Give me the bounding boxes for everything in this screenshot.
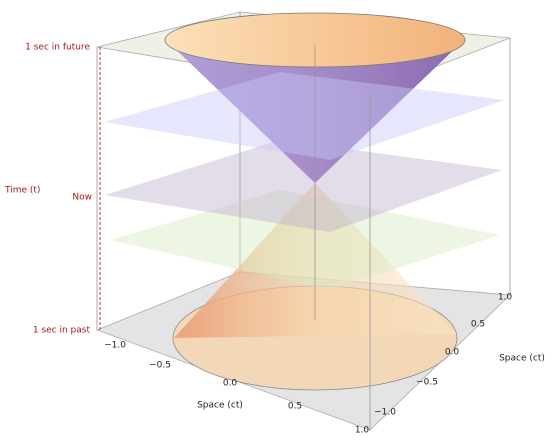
tick-label: 1 sec in past — [33, 326, 91, 336]
tick-label: 1.0 — [355, 426, 370, 436]
tick-label: 0.5 — [288, 402, 302, 412]
axis-label: Space (ct) — [499, 354, 545, 364]
tick-label: −0.5 — [416, 378, 438, 388]
tick-label: −1.0 — [104, 341, 126, 351]
tick-label: 0.0 — [445, 348, 460, 358]
axis-label: Space (ct) — [197, 401, 243, 411]
plane-past — [110, 190, 500, 290]
tick-label: 0.5 — [471, 320, 485, 330]
tick-label: Now — [72, 193, 92, 203]
tick-label: −0.5 — [149, 361, 171, 371]
tick-label: 1.0 — [498, 293, 513, 303]
box-front — [96, 38, 511, 430]
tick-label: −1.0 — [374, 408, 396, 418]
axis-label: Time (t) — [4, 186, 40, 196]
tick-label: 0.0 — [223, 379, 238, 389]
plane-future — [105, 72, 505, 160]
tick-label: 1 sec in future — [25, 43, 90, 53]
plane-now — [105, 140, 502, 232]
